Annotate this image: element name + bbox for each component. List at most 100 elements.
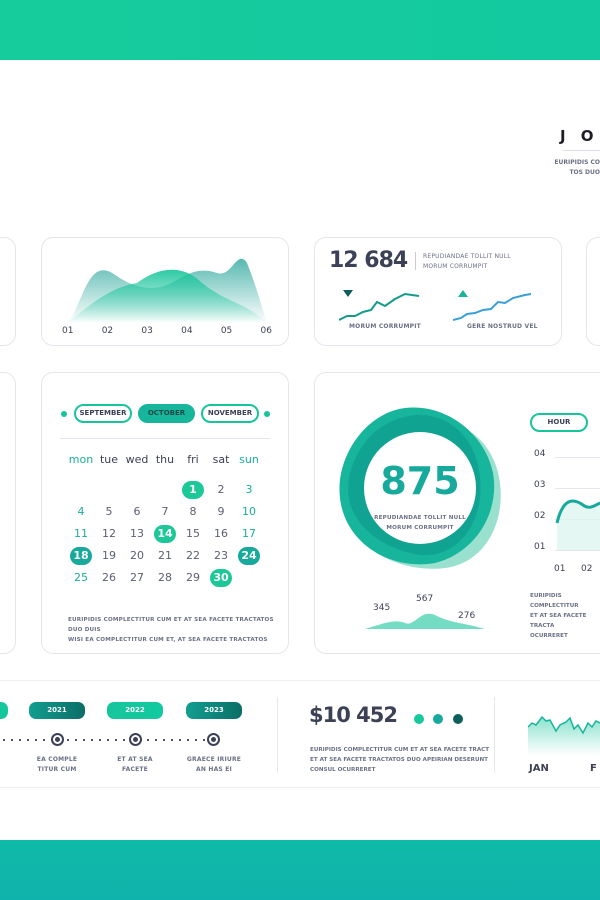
timeline-tag-partial [0, 702, 8, 719]
y-tick: 02 [534, 511, 546, 521]
calendar-day[interactable]: 30 [210, 569, 232, 587]
empty-cell [151, 481, 179, 499]
desc-line: REPUDIANDAE TOLLIT NULL [374, 515, 466, 521]
text-line: EA COMPLE [36, 756, 78, 763]
weekday-header: mon [68, 453, 94, 466]
desc-line: REPUDIANDAE TOLLIT NULL [423, 253, 511, 260]
month-september[interactable]: SEPTEMBER [74, 404, 132, 423]
line-series [555, 499, 600, 524]
sparkline-1 [339, 290, 420, 321]
sparkline-1-label: MORUM CORRUMPIT [349, 323, 421, 330]
timeline-node[interactable] [207, 733, 220, 746]
calendar-day[interactable]: 6 [133, 505, 141, 518]
area-chart [67, 258, 267, 323]
metric-value: 875 [380, 459, 460, 503]
x-tick: 03 [141, 326, 153, 336]
calendar-day[interactable]: 14 [154, 525, 176, 543]
calendar-day[interactable]: 8 [189, 505, 197, 518]
stat-desc: REPUDIANDAE TOLLIT NULL MORUM CORRUMPIT [423, 252, 511, 272]
y-tick: 04 [534, 449, 546, 459]
calendar-day[interactable]: 23 [214, 549, 228, 562]
x-tick: 06 [260, 326, 272, 336]
calendar-day[interactable]: 28 [158, 571, 172, 584]
divider [277, 697, 278, 773]
area-chart-card: 01 02 03 04 05 06 [41, 237, 289, 346]
calendar-day[interactable]: 12 [102, 527, 116, 540]
subtitle-line: TOS DUO [569, 169, 600, 176]
blob-graphic [339, 407, 501, 569]
calendar-day[interactable]: 20 [130, 549, 144, 562]
calendar-day[interactable]: 15 [186, 527, 200, 540]
color-dot [453, 714, 463, 724]
color-dot [433, 714, 443, 724]
calendar-day[interactable]: 25 [74, 571, 88, 584]
timeline-tag: 2021 [29, 702, 85, 719]
line-chart [555, 499, 600, 550]
x-axis: 01 02 03 04 05 06 [62, 326, 272, 336]
calendar-day[interactable]: 24 [238, 547, 260, 565]
desc-line: MORUM CORRUMPIT [386, 525, 454, 531]
calendar-day[interactable]: 3 [245, 483, 253, 496]
empty-cell [123, 481, 151, 499]
timeline-tag: 2022 [107, 702, 163, 719]
area-series [67, 269, 267, 323]
month-area-chart [528, 715, 600, 755]
calendar-day[interactable]: 4 [77, 505, 85, 518]
x-tick: 04 [181, 326, 193, 336]
calendar-day[interactable]: 18 [70, 547, 92, 565]
bottom-strip: 2021 EA COMPLE TITUR CUM 2022 ET AT SEA FA… [0, 680, 600, 788]
prev-dot-icon[interactable] [61, 411, 67, 417]
calendar-day[interactable]: 29 [186, 571, 200, 584]
partial-card-left [0, 237, 16, 346]
next-dot-icon[interactable] [264, 411, 270, 417]
calendar-day[interactable]: 11 [74, 527, 88, 540]
stat-value: 12 684 [329, 248, 408, 273]
chart-footer: EURIPIDIS COMPLECTITUR ET AT SEA FACETE … [530, 591, 600, 641]
weekday-header: tue [99, 453, 119, 466]
footer-line: EURIPIDIS COMPLECTITUR CUM ET AT SEA FAC… [68, 617, 274, 633]
calendar-day[interactable]: 16 [214, 527, 228, 540]
x-tick: 02 [581, 564, 593, 574]
month-october[interactable]: OCTOBER [138, 404, 195, 423]
color-dot [414, 714, 424, 724]
money-value: $10 452 [309, 703, 398, 727]
month-november[interactable]: NOVEMBER [201, 404, 259, 423]
timeline-node[interactable] [129, 733, 142, 746]
gridline [555, 457, 600, 458]
calendar-day[interactable]: 26 [102, 571, 116, 584]
trend-down-icon [343, 290, 353, 297]
divider [563, 150, 600, 151]
desc-line: MORUM CORRUMPIT [423, 263, 488, 270]
timeline-text: ET AT SEA FACETE [105, 755, 165, 775]
calendar-footer: EURIPIDIS COMPLECTITUR CUM ET AT SEA FAC… [68, 615, 278, 645]
timeline-tag: 2023 [186, 702, 242, 719]
calendar-day[interactable]: 5 [105, 505, 113, 518]
metric-desc: REPUDIANDAE TOLLIT NULL MORUM CORRUMPIT [360, 513, 480, 533]
metric-card: 875 REPUDIANDAE TOLLIT NULL MORUM CORRUM… [314, 372, 600, 654]
calendar-day[interactable]: 17 [242, 527, 256, 540]
partial-card-right [586, 237, 600, 346]
calendar-day[interactable]: 9 [217, 505, 225, 518]
calendar-day[interactable]: 1 [182, 481, 204, 499]
footer-line: EURIPIDIS COMPLECTITUR CUM ET AT SEA FAC… [310, 747, 490, 753]
footer-line: CONSUL OCURRERET [310, 767, 376, 773]
calendar-day[interactable]: 27 [130, 571, 144, 584]
timeline-node[interactable] [51, 733, 64, 746]
calendar-day[interactable]: 7 [161, 505, 169, 518]
calendar-day[interactable]: 19 [102, 549, 116, 562]
calendar-day[interactable]: 10 [242, 505, 256, 518]
mini-area-chart [365, 613, 485, 629]
x-tick: F [590, 763, 597, 774]
weekday-header: fri [187, 453, 199, 466]
calendar-day[interactable]: 21 [158, 549, 172, 562]
mini-value: 345 [373, 603, 391, 613]
sparkline [453, 293, 532, 321]
calendar-day[interactable]: 2 [217, 483, 225, 496]
trend-up-icon [458, 290, 468, 297]
calendar-day[interactable]: 22 [186, 549, 200, 562]
spacer [67, 473, 263, 477]
weekday-header: wed [125, 453, 149, 466]
calendar-day[interactable]: 13 [130, 527, 144, 540]
header-subtitle: EURIPIDIS CO TOS DUO [548, 158, 600, 178]
hour-button[interactable]: HOUR [530, 413, 588, 432]
